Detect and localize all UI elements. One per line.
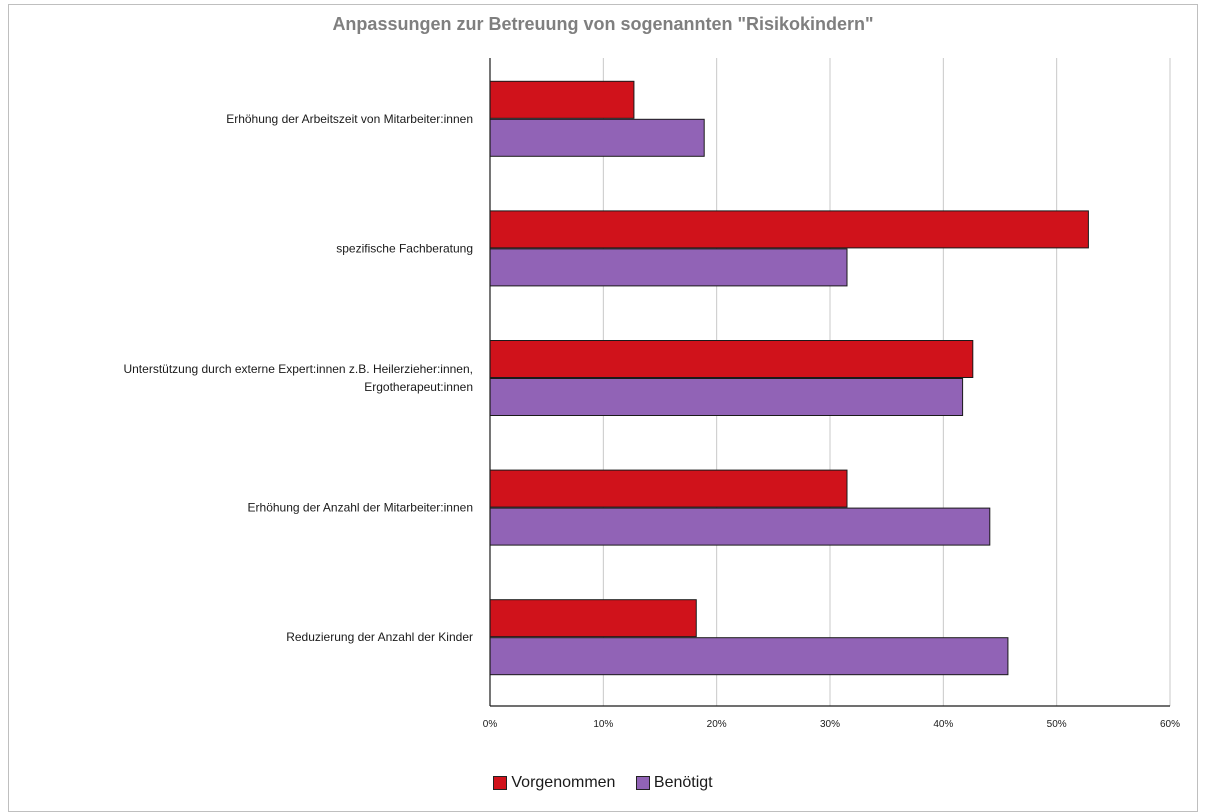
- bar-benoetigt: [489, 378, 964, 416]
- x-tick-label: 30%: [820, 719, 840, 730]
- chart-title: Anpassungen zur Betreuung von sogenannte…: [332, 14, 874, 34]
- legend-swatch-benoetigt: [635, 776, 650, 790]
- legend: Vorgenommen Benötigt: [0, 774, 1206, 795]
- category-label: Erhöhung der Arbeitszeit von Mitarbeiter…: [226, 112, 473, 126]
- x-tick-label: 40%: [933, 719, 953, 730]
- category-label: Ergotherapeut:innen: [364, 380, 473, 394]
- legend-label-benoetigt: Benötigt: [653, 774, 713, 791]
- x-tick-label: 60%: [1160, 719, 1180, 730]
- category-label: Reduzierung der Anzahl der Kinder: [286, 630, 473, 644]
- category-label: Erhöhung der Anzahl der Mitarbeiter:inne…: [248, 501, 473, 515]
- bar-benoetigt: [489, 507, 991, 546]
- legend-label-vorgenommen: Vorgenommen: [511, 774, 616, 791]
- bar-vorgenommen: [489, 340, 974, 378]
- bar-benoetigt: [489, 637, 1009, 676]
- bar-vorgenommen: [489, 80, 635, 119]
- x-tick-label: 0%: [483, 719, 498, 730]
- x-tick-label: 20%: [707, 719, 727, 730]
- x-tick-label: 50%: [1047, 719, 1067, 730]
- bar-vorgenommen: [489, 469, 848, 508]
- bar-benoetigt: [489, 118, 705, 157]
- x-tick-label: 10%: [593, 719, 613, 730]
- bar-vorgenommen: [489, 599, 697, 638]
- legend-item-vorgenommen: Vorgenommen: [493, 774, 615, 792]
- category-label: spezifische Fachberatung: [336, 241, 473, 255]
- legend-swatch-vorgenommen: [493, 776, 508, 790]
- bar-benoetigt: [489, 248, 848, 287]
- legend-item-benoetigt: Benötigt: [635, 774, 713, 792]
- category-label: Unterstützung durch externe Expert:innen…: [123, 362, 473, 376]
- bar-vorgenommen: [489, 210, 1089, 249]
